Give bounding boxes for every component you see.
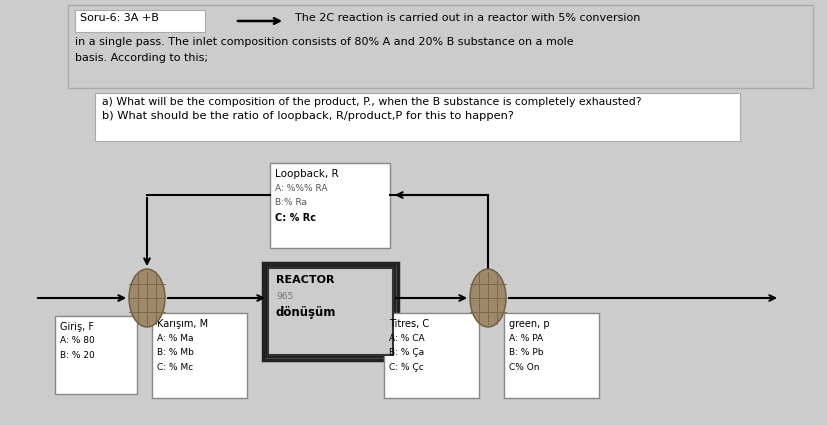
Text: Loopback, R: Loopback, R [275, 169, 338, 179]
Bar [68, 5, 812, 88]
Text: B: % Pb: B: % Pb [509, 348, 543, 357]
Text: B:% Ra: B:% Ra [275, 198, 307, 207]
Text: A: % PA: A: % PA [509, 334, 543, 343]
Bar [265, 266, 394, 357]
Text: Giriş, F: Giriş, F [60, 322, 94, 332]
Text: B: % Mb: B: % Mb [157, 348, 194, 357]
Text: Soru-6: 3A +B: Soru-6: 3A +B [80, 13, 159, 23]
Text: Karışım, M: Karışım, M [157, 319, 208, 329]
Text: A: %%% RA: A: %%% RA [275, 184, 327, 193]
Text: A: % Ma: A: % Ma [157, 334, 194, 343]
Text: The 2C reaction is carried out in a reactor with 5% conversion: The 2C reaction is carried out in a reac… [294, 13, 639, 23]
Text: 965: 965 [275, 292, 293, 301]
Text: REACTOR: REACTOR [275, 275, 334, 285]
Bar [75, 10, 205, 32]
Text: B: % Ça: B: % Ça [389, 348, 423, 357]
Text: dönüşüm: dönüşüm [275, 306, 336, 319]
Text: in a single pass. The inlet composition consists of 80% A and 20% B substance on: in a single pass. The inlet composition … [75, 37, 573, 47]
Text: C% On: C% On [509, 363, 539, 372]
Bar [95, 93, 739, 141]
Bar [268, 268, 393, 355]
Bar [270, 163, 390, 248]
Text: basis. According to this;: basis. According to this; [75, 53, 208, 63]
Text: Titres, C: Titres, C [389, 319, 428, 329]
Bar [504, 313, 598, 398]
Text: C: % Çc: C: % Çc [389, 363, 423, 372]
Text: A: % 80: A: % 80 [60, 336, 94, 345]
Text: A: % CA: A: % CA [389, 334, 424, 343]
Text: B: % 20: B: % 20 [60, 351, 94, 360]
Text: green, p: green, p [509, 319, 549, 329]
Text: a) What will be the composition of the product, P., when the B substance is comp: a) What will be the composition of the p… [102, 97, 641, 107]
Bar [384, 313, 479, 398]
Text: b) What should be the ratio of loopback, R/product,P for this to happen?: b) What should be the ratio of loopback,… [102, 111, 514, 121]
Text: C: % Mc: C: % Mc [157, 363, 193, 372]
Ellipse shape [470, 269, 505, 327]
Text: C: % Rc: C: % Rc [275, 213, 316, 223]
Bar [263, 263, 398, 360]
Ellipse shape [129, 269, 165, 327]
Bar [55, 316, 136, 394]
Bar [152, 313, 246, 398]
